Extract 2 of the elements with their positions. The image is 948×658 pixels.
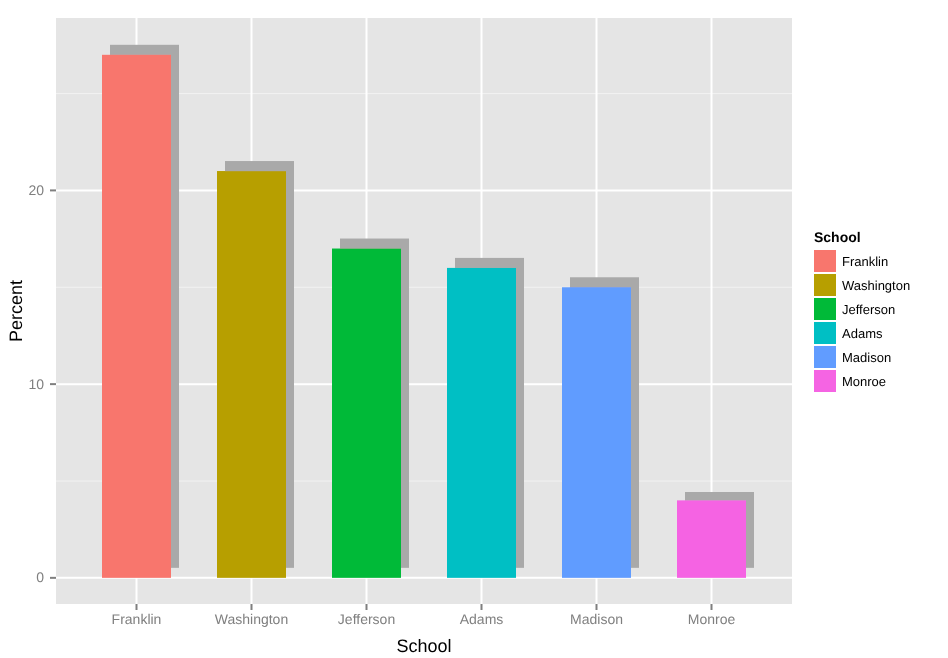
y-axis-title: Percent bbox=[6, 279, 26, 343]
x-axis-title: School bbox=[396, 636, 452, 656]
